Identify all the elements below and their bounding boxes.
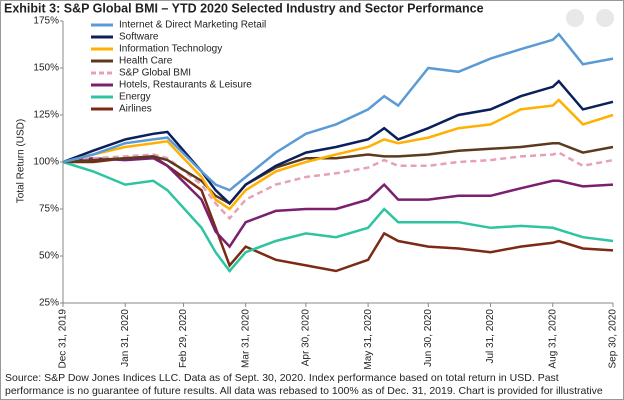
x-tick-label: Sep 30, 2020	[608, 309, 619, 369]
y-tick-label: 50%	[39, 251, 59, 262]
x-tick-label: Jul 31, 2020	[485, 309, 496, 364]
x-tick-label: Feb 29, 2020	[178, 309, 189, 368]
x-tick-label: Jun 30, 2020	[423, 309, 434, 367]
legend-label: S&P Global BMI	[119, 68, 191, 79]
chart: Exhibit 3: S&P Global BMI – YTD 2020 Sel…	[4, 1, 619, 370]
y-tick-label: 100%	[33, 157, 59, 168]
chart-title: Exhibit 3: S&P Global BMI – YTD 2020 Sel…	[4, 1, 484, 15]
x-tick-label: Mar 31, 2020	[240, 309, 251, 368]
y-tick-label: 150%	[33, 63, 59, 74]
legend-label: Information Technology	[119, 44, 222, 55]
icon[interactable]	[596, 9, 614, 27]
series-line	[62, 32, 614, 192]
y-axis-label: Total Return (USD)	[16, 119, 27, 203]
series-line	[62, 98, 614, 211]
series-line	[62, 156, 614, 249]
x-tick-label: Aug 31, 2020	[547, 309, 558, 369]
series-line	[62, 160, 614, 274]
legend-label: Energy	[119, 92, 151, 103]
icon[interactable]	[566, 9, 584, 27]
legend-label: Airlines	[119, 104, 152, 115]
x-tick-label: Apr 30, 2020	[301, 309, 312, 367]
y-tick-label: 25%	[39, 298, 59, 309]
legend-label: Hotels, Restaurants & Leisure	[119, 80, 252, 91]
x-tick-label: Jan 31, 2020	[120, 309, 131, 367]
series-line	[62, 79, 614, 206]
series-line	[62, 151, 614, 221]
x-tick-label: Dec 31, 2019	[58, 309, 69, 369]
y-tick-label: 125%	[33, 110, 59, 121]
y-tick-label: 75%	[39, 204, 59, 215]
legend-label: Software	[119, 32, 159, 43]
legend-label: Health Care	[119, 56, 173, 67]
source-note: Source: S&P Dow Jones Indices LLC. Data …	[5, 372, 603, 399]
x-tick-label: May 31, 2020	[363, 309, 374, 370]
legend-label: Internet & Direct Marketing Retail	[119, 20, 266, 31]
series-line	[62, 141, 614, 205]
y-tick-label: 175%	[33, 16, 59, 27]
